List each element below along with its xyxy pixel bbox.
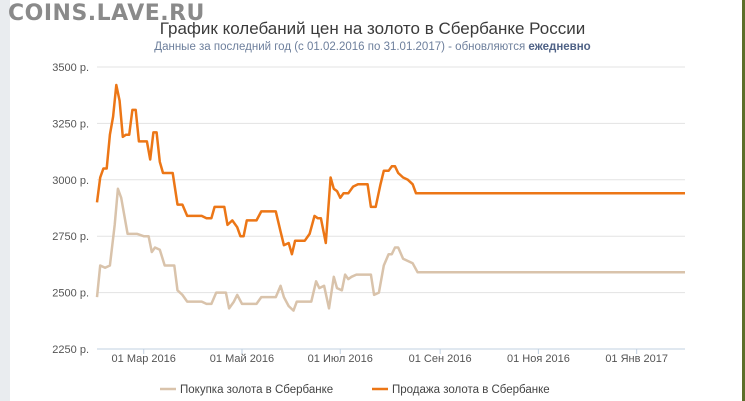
y-tick-label: 2500 р. [52,288,89,300]
page-right-border [742,0,745,401]
legend-label: Покупка золота в Сбербанке [180,384,333,396]
legend-label: Продажа золота в Сбербанке [392,384,550,396]
y-tick-label: 2250 р. [52,344,89,356]
y-axis: 2250 р. 2500 р. 2750 р. 3000 р. 3250 р. 3500 … [52,62,89,356]
y-tick-label: 3500 р. [52,62,89,74]
legend-item-sell[interactable]: Продажа золота в Сбербанке [372,384,550,396]
y-tick-label: 2750 р. [52,231,89,243]
site-watermark: COINS.LAVE.RU [8,1,205,26]
series-line-sell [95,83,685,256]
chart-subtitle: Данные за последний год (с 01.02.2016 по… [0,41,745,53]
x-tick-label: 01 Май 2016 [210,353,274,365]
y-tick-label: 3250 р. [52,118,89,130]
y-tick-label: 3000 р. [52,175,89,187]
page-left-border [0,0,10,401]
x-axis: 01 Мар 2016 01 Май 2016 01 Июл 2016 01 Сен … [97,348,685,365]
legend-item-buy[interactable]: Покупка золота в Сбербанке [160,384,333,396]
subtitle-text: Данные за последний год (с 01.02.2016 по… [154,41,526,53]
x-tick-label: 01 Мар 2016 [112,353,176,365]
legend[interactable]: Покупка золота в Сбербанке Продажа золота… [160,384,550,396]
chart-title: График колебаний цен на золото в Сбербан… [159,19,586,38]
series-lines [95,83,685,312]
x-tick-label: 01 Сен 2016 [409,353,472,365]
x-tick-label: 01 Янв 2017 [605,353,668,365]
x-tick-label: 01 Ноя 2016 [507,353,570,365]
x-tick-label: 01 Июл 2016 [308,353,373,365]
subtitle-emphasis: ежедневно [528,41,591,53]
series-line-buy [95,187,685,312]
